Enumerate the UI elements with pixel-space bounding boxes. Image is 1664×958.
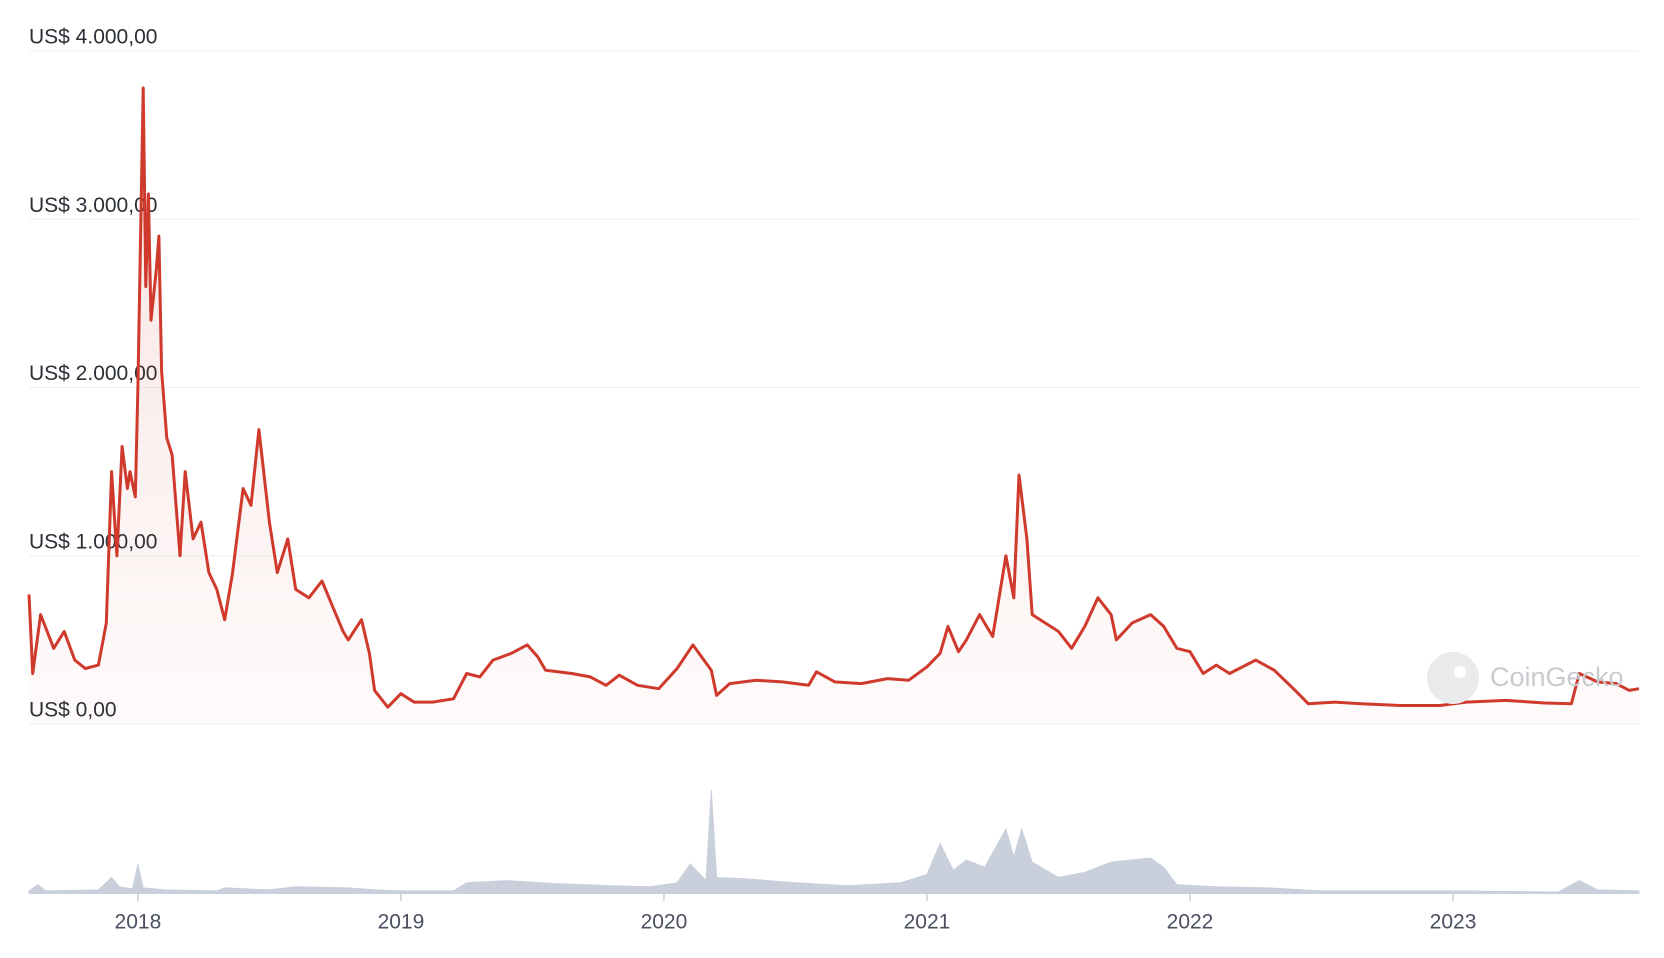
x-tick-label: 2019 bbox=[378, 911, 425, 934]
price-line bbox=[27, 86, 1640, 709]
watermark-logo bbox=[1427, 652, 1479, 704]
x-tick-label: 2023 bbox=[1430, 911, 1477, 934]
y-tick-label: US$ 2.000,00 bbox=[29, 362, 157, 385]
y-tick-label: US$ 3.000,00 bbox=[29, 194, 157, 217]
x-tick-label: 2020 bbox=[641, 911, 688, 934]
price-area bbox=[29, 88, 1639, 724]
watermark-eye bbox=[1454, 666, 1466, 678]
watermark-text: CoinGecko bbox=[1490, 662, 1624, 692]
x-tick-label: 2022 bbox=[1167, 911, 1214, 934]
volume-area bbox=[28, 789, 1640, 894]
x-tick-label: 2018 bbox=[115, 911, 162, 934]
y-tick-label: US$ 4.000,00 bbox=[29, 26, 157, 49]
watermark: CoinGecko bbox=[1427, 652, 1624, 704]
x-tick-label: 2021 bbox=[904, 911, 951, 934]
